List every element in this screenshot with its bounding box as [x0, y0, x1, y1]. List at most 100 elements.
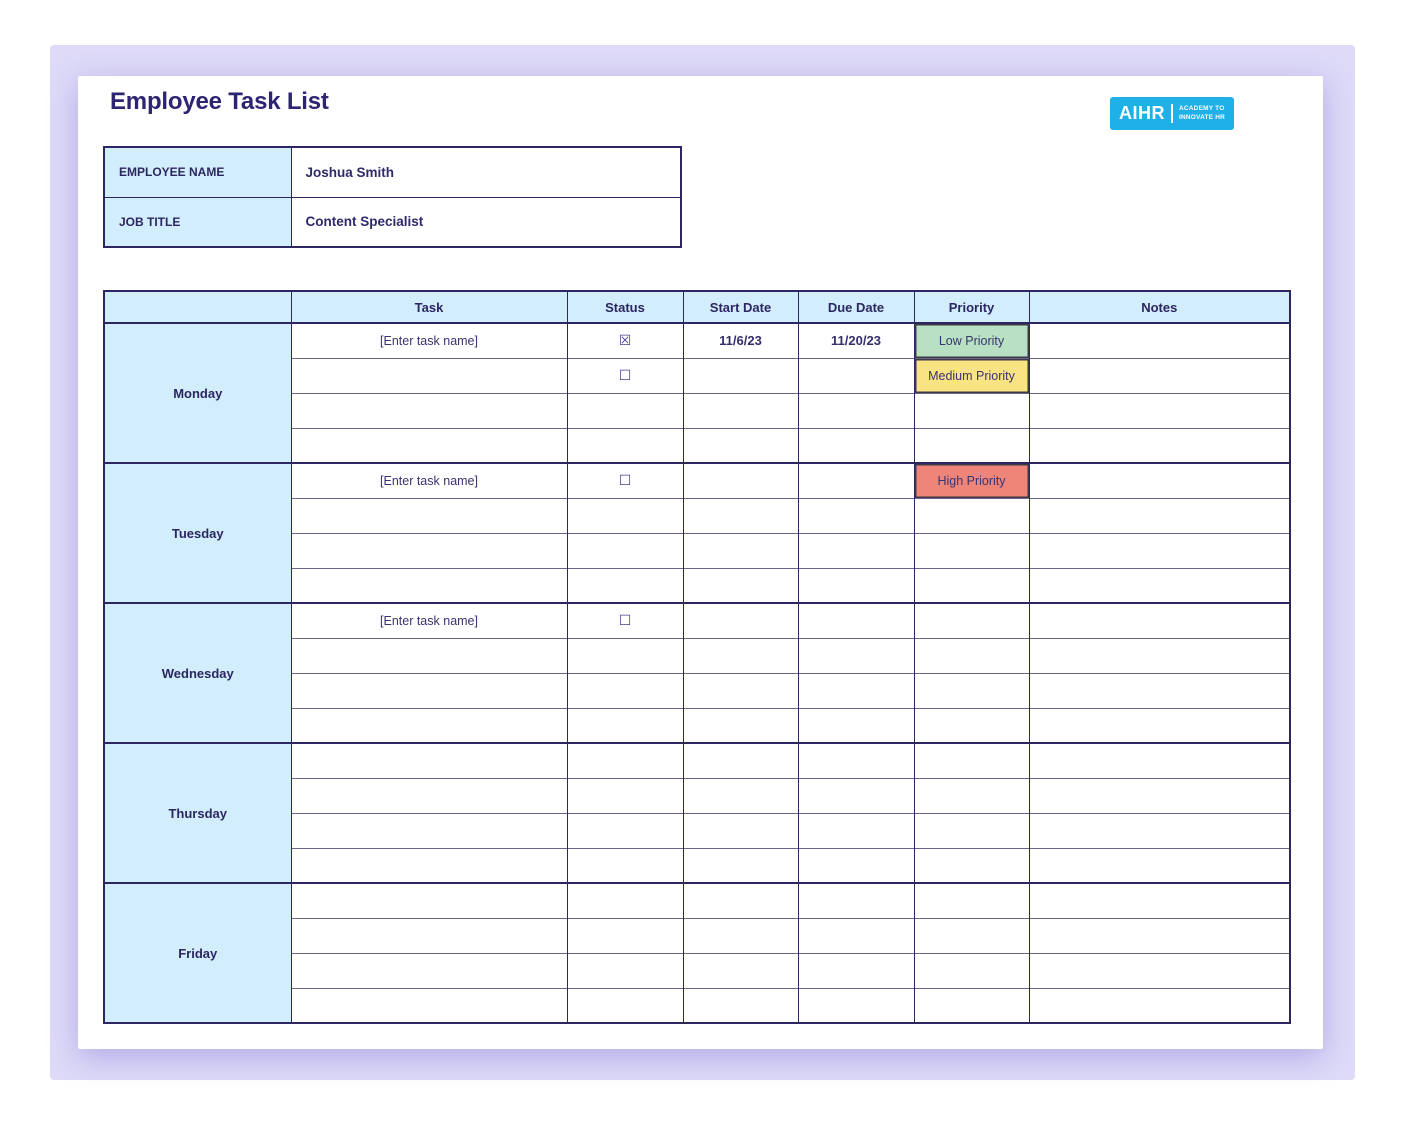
- status-cell[interactable]: [566, 637, 684, 673]
- start-date-cell[interactable]: [682, 602, 799, 638]
- start-date-cell[interactable]: [682, 567, 799, 603]
- notes-cell[interactable]: [1028, 742, 1291, 778]
- task-cell[interactable]: [290, 357, 568, 393]
- notes-cell[interactable]: [1028, 917, 1291, 953]
- status-cell[interactable]: ☐: [566, 462, 684, 498]
- task-cell[interactable]: [290, 987, 568, 1024]
- task-cell[interactable]: [290, 742, 568, 778]
- notes-cell[interactable]: [1028, 602, 1291, 638]
- priority-cell[interactable]: [913, 532, 1030, 568]
- task-cell[interactable]: [290, 637, 568, 673]
- due-date-cell[interactable]: [797, 392, 915, 428]
- task-cell[interactable]: [290, 497, 568, 533]
- priority-cell[interactable]: [913, 427, 1030, 463]
- due-date-cell[interactable]: [797, 917, 915, 953]
- task-cell[interactable]: [290, 777, 568, 813]
- task-cell[interactable]: [290, 812, 568, 848]
- notes-cell[interactable]: [1028, 392, 1291, 428]
- status-cell[interactable]: [566, 742, 684, 778]
- start-date-cell[interactable]: [682, 952, 799, 988]
- priority-cell[interactable]: [913, 567, 1030, 603]
- priority-cell-medium[interactable]: Medium Priority: [913, 357, 1030, 393]
- status-cell[interactable]: [566, 777, 684, 813]
- priority-cell[interactable]: [913, 882, 1030, 918]
- start-date-cell[interactable]: [682, 882, 799, 918]
- notes-cell[interactable]: [1028, 672, 1291, 708]
- start-date-cell[interactable]: [682, 672, 799, 708]
- status-cell[interactable]: [566, 987, 684, 1024]
- priority-cell[interactable]: [913, 987, 1030, 1024]
- due-date-cell[interactable]: [797, 462, 915, 498]
- notes-cell[interactable]: [1028, 462, 1291, 498]
- checkbox-unchecked-icon[interactable]: ☐: [618, 472, 632, 489]
- status-cell[interactable]: [566, 952, 684, 988]
- priority-cell[interactable]: [913, 602, 1030, 638]
- status-cell[interactable]: [566, 882, 684, 918]
- status-cell[interactable]: [566, 672, 684, 708]
- start-date-cell[interactable]: [682, 462, 799, 498]
- priority-cell[interactable]: [913, 812, 1030, 848]
- start-date-cell[interactable]: [682, 357, 799, 393]
- status-cell[interactable]: [566, 812, 684, 848]
- due-date-cell[interactable]: [797, 742, 915, 778]
- priority-cell[interactable]: [913, 707, 1030, 743]
- due-date-cell[interactable]: [797, 672, 915, 708]
- task-cell[interactable]: [Enter task name]: [290, 462, 568, 498]
- priority-cell[interactable]: [913, 392, 1030, 428]
- status-cell[interactable]: [566, 707, 684, 743]
- checkbox-unchecked-icon[interactable]: ☐: [618, 612, 632, 629]
- status-cell[interactable]: [566, 427, 684, 463]
- start-date-cell[interactable]: [682, 917, 799, 953]
- priority-cell[interactable]: [913, 952, 1030, 988]
- task-cell[interactable]: [290, 917, 568, 953]
- due-date-cell[interactable]: [797, 357, 915, 393]
- status-cell[interactable]: [566, 392, 684, 428]
- due-date-cell[interactable]: [797, 882, 915, 918]
- due-date-cell[interactable]: [797, 987, 915, 1024]
- status-cell[interactable]: [566, 567, 684, 603]
- start-date-cell[interactable]: [682, 707, 799, 743]
- due-date-cell[interactable]: [797, 567, 915, 603]
- priority-cell[interactable]: [913, 847, 1030, 883]
- priority-cell[interactable]: [913, 497, 1030, 533]
- priority-cell[interactable]: [913, 917, 1030, 953]
- priority-cell[interactable]: [913, 742, 1030, 778]
- start-date-cell[interactable]: 11/6/23: [682, 322, 799, 358]
- status-cell[interactable]: ☒: [566, 322, 684, 358]
- notes-cell[interactable]: [1028, 777, 1291, 813]
- status-cell[interactable]: [566, 532, 684, 568]
- notes-cell[interactable]: [1028, 497, 1291, 533]
- start-date-cell[interactable]: [682, 777, 799, 813]
- due-date-cell[interactable]: [797, 532, 915, 568]
- priority-cell[interactable]: [913, 777, 1030, 813]
- task-cell[interactable]: [290, 707, 568, 743]
- start-date-cell[interactable]: [682, 812, 799, 848]
- priority-cell-low[interactable]: Low Priority: [913, 322, 1030, 358]
- status-cell[interactable]: [566, 917, 684, 953]
- task-cell[interactable]: [290, 427, 568, 463]
- start-date-cell[interactable]: [682, 497, 799, 533]
- checkbox-checked-icon[interactable]: ☒: [618, 332, 632, 349]
- due-date-cell[interactable]: [797, 777, 915, 813]
- start-date-cell[interactable]: [682, 742, 799, 778]
- task-cell[interactable]: [Enter task name]: [290, 602, 568, 638]
- notes-cell[interactable]: [1028, 847, 1291, 883]
- due-date-cell[interactable]: [797, 847, 915, 883]
- task-cell[interactable]: [Enter task name]: [290, 322, 568, 358]
- task-cell[interactable]: [290, 567, 568, 603]
- start-date-cell[interactable]: [682, 392, 799, 428]
- task-cell[interactable]: [290, 882, 568, 918]
- notes-cell[interactable]: [1028, 567, 1291, 603]
- status-cell[interactable]: [566, 497, 684, 533]
- start-date-cell[interactable]: [682, 847, 799, 883]
- task-cell[interactable]: [290, 672, 568, 708]
- task-cell[interactable]: [290, 532, 568, 568]
- status-cell[interactable]: ☐: [566, 357, 684, 393]
- start-date-cell[interactable]: [682, 987, 799, 1024]
- due-date-cell[interactable]: [797, 602, 915, 638]
- notes-cell[interactable]: [1028, 532, 1291, 568]
- job-title-value[interactable]: Content Specialist: [290, 196, 682, 248]
- priority-cell[interactable]: [913, 637, 1030, 673]
- due-date-cell[interactable]: [797, 812, 915, 848]
- status-cell[interactable]: ☐: [566, 602, 684, 638]
